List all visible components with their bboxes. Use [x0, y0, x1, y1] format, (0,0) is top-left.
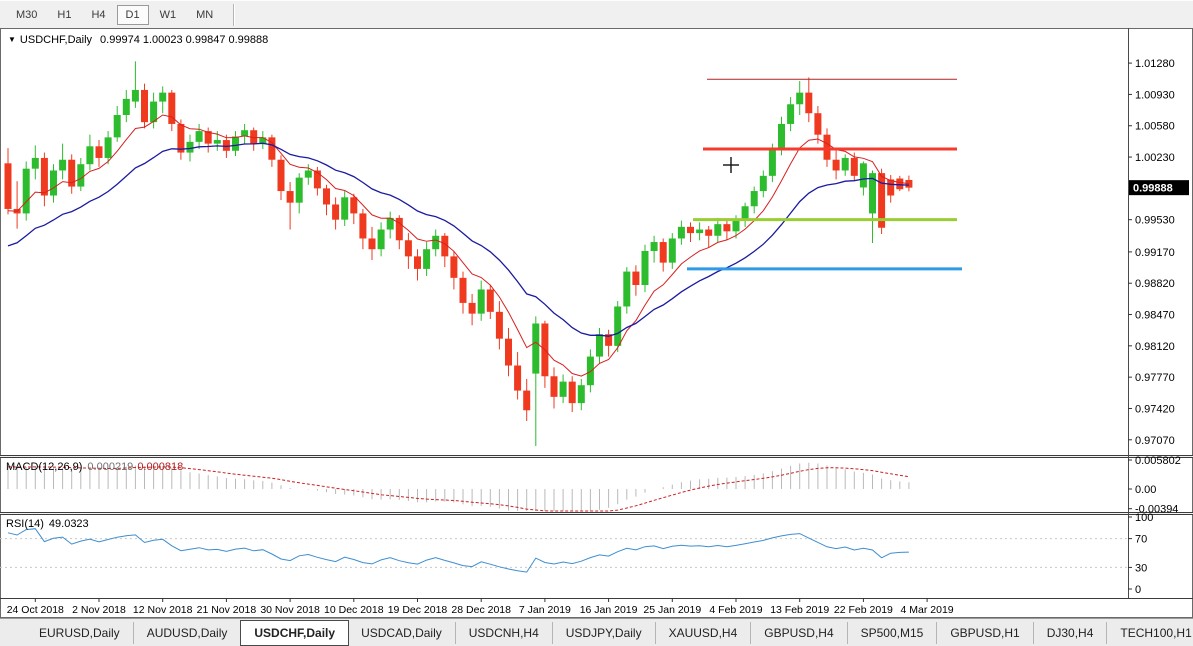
svg-text:1.00230: 1.00230 — [1135, 152, 1175, 164]
bottom-tab-gbpusd-h1[interactable]: GBPUSD,H1 — [937, 621, 1034, 644]
svg-text:0.99170: 0.99170 — [1135, 247, 1175, 259]
svg-text:25 Jan 2019: 25 Jan 2019 — [643, 604, 701, 616]
time-axis[interactable] — [0, 598, 1128, 618]
bottom-tab-usdjpy-daily[interactable]: USDJPY,Daily — [553, 621, 656, 644]
svg-text:0.005802: 0.005802 — [1135, 455, 1181, 467]
svg-text:0: 0 — [1135, 584, 1141, 596]
svg-text:30: 30 — [1135, 562, 1147, 574]
svg-text:70: 70 — [1135, 534, 1147, 546]
svg-text:28 Dec 2018: 28 Dec 2018 — [451, 604, 511, 616]
bottom-tab-usdchf-daily[interactable]: USDCHF,Daily — [240, 619, 350, 646]
svg-text:7 Jan 2019: 7 Jan 2019 — [519, 604, 571, 616]
svg-text:13 Feb 2019: 13 Feb 2019 — [770, 604, 829, 616]
svg-text:-0.00394: -0.00394 — [1135, 504, 1178, 516]
bottom-tab-tech100-h1[interactable]: TECH100,H1 — [1107, 622, 1193, 644]
macd-value-histogram: 0.000219 — [87, 461, 134, 473]
rsi-indicator-label: RSI(14) 49.0323 — [6, 518, 89, 530]
bottom-tab-usdcad-daily[interactable]: USDCAD,Daily — [348, 621, 456, 644]
bottom-tab-dj30-h4[interactable]: DJ30,H4 — [1034, 621, 1108, 644]
panel-divider-rsi[interactable] — [0, 509, 1193, 516]
candlestick-chart[interactable]: 1.01280 1.00930 1.00580 1.00230 0.99530 0.991… — [0, 28, 1193, 618]
svg-text:4 Mar 2019: 4 Mar 2019 — [901, 604, 954, 616]
rsi-name: RSI(14) — [6, 518, 44, 530]
chart-frame: 1.01280 1.00930 1.00580 1.00230 0.99530 0.991… — [0, 28, 1193, 618]
svg-text:0.99530: 0.99530 — [1135, 215, 1175, 227]
timeframe-button-h4[interactable]: H4 — [82, 5, 114, 25]
svg-text:0.99888: 0.99888 — [1133, 183, 1173, 195]
chart-symbol-label: USDCHF,Daily — [19, 34, 93, 46]
svg-text:1.00580: 1.00580 — [1135, 121, 1175, 133]
timeframe-button-w1[interactable]: W1 — [151, 5, 186, 25]
chart-ohlc-values: 0.99974 1.00023 0.99847 0.99888 — [100, 34, 269, 46]
rsi-value: 49.0323 — [48, 518, 89, 530]
chart-title: ▼ USDCHF,Daily 0.99974 1.00023 0.99847 0.9… — [8, 34, 268, 46]
chart-dropdown-icon[interactable]: ▼ — [8, 35, 16, 44]
bottom-tab-gbpusd-h4[interactable]: GBPUSD,H4 — [751, 621, 848, 644]
svg-text:10 Dec 2018: 10 Dec 2018 — [324, 604, 384, 616]
panel-divider-macd[interactable] — [0, 452, 1193, 459]
timeframe-button-mn[interactable]: MN — [187, 5, 222, 25]
svg-text:100: 100 — [1135, 512, 1153, 524]
svg-text:0.98820: 0.98820 — [1135, 278, 1175, 290]
svg-text:0.98120: 0.98120 — [1135, 341, 1175, 353]
macd-value-signal: 0.000818 — [137, 461, 184, 473]
svg-text:0.98470: 0.98470 — [1135, 310, 1175, 322]
svg-text:0.97420: 0.97420 — [1135, 403, 1175, 415]
timeframe-toolbar: M30 H1 H4 D1 W1 MN — [0, 0, 1193, 28]
svg-text:19 Dec 2018: 19 Dec 2018 — [388, 604, 448, 616]
macd-indicator-label: MACD(12,26,9) 0.000219 0.000818 — [6, 461, 183, 473]
svg-text:0.00: 0.00 — [1135, 484, 1156, 496]
svg-text:2 Nov 2018: 2 Nov 2018 — [72, 604, 126, 616]
timeframe-button-m30[interactable]: M30 — [7, 5, 46, 25]
bottom-tab-xauusd-h4[interactable]: XAUUSD,H4 — [656, 621, 752, 644]
macd-name: MACD(12,26,9) — [6, 461, 83, 473]
svg-text:0.97070: 0.97070 — [1135, 435, 1175, 447]
svg-text:1.00930: 1.00930 — [1135, 89, 1175, 101]
svg-text:16 Jan 2019: 16 Jan 2019 — [580, 604, 638, 616]
svg-text:1.01280: 1.01280 — [1135, 58, 1175, 70]
svg-text:24 Oct 2018: 24 Oct 2018 — [7, 604, 64, 616]
svg-text:22 Feb 2019: 22 Feb 2019 — [834, 604, 893, 616]
svg-text:4 Feb 2019: 4 Feb 2019 — [709, 604, 762, 616]
svg-text:30 Nov 2018: 30 Nov 2018 — [260, 604, 320, 616]
svg-text:0.97770: 0.97770 — [1135, 372, 1175, 384]
svg-text:12 Nov 2018: 12 Nov 2018 — [133, 604, 193, 616]
bottom-tab-eurusd-daily[interactable]: EURUSD,Daily — [26, 621, 134, 644]
toolbar-separator — [233, 3, 236, 26]
timeframe-button-d1[interactable]: D1 — [116, 4, 149, 25]
svg-text:21 Nov 2018: 21 Nov 2018 — [197, 604, 257, 616]
bottom-tab-usdcnh-h4[interactable]: USDCNH,H4 — [456, 621, 553, 644]
bottom-tab-audusd-daily[interactable]: AUDUSD,Daily — [134, 621, 242, 644]
bottom-tab-sp500-m15[interactable]: SP500,M15 — [848, 621, 938, 644]
symbol-tabbar: EURUSD,Daily AUDUSD,Daily USDCHF,Daily USDC… — [0, 618, 1193, 646]
timeframe-button-h1[interactable]: H1 — [48, 5, 80, 25]
